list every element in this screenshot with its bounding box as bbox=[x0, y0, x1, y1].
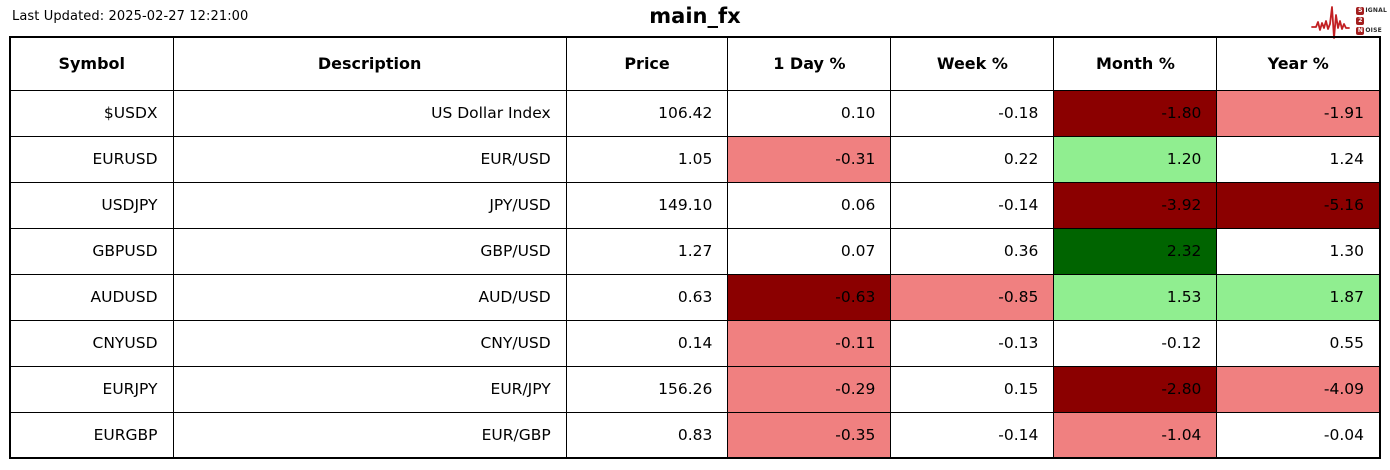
signal2noise-logo: S IGNAL 2 N OISE bbox=[1311, 1, 1387, 41]
cell-1day-pct: -0.35 bbox=[727, 411, 892, 459]
cell-1day-pct: -0.29 bbox=[727, 365, 892, 413]
column-header-symbol: Symbol bbox=[9, 36, 174, 91]
cell-year-pct: 1.30 bbox=[1216, 227, 1381, 275]
table-row: EURJPY EUR/JPY 156.26 -0.29 0.15 -2.80 -4.09 bbox=[9, 365, 1381, 413]
column-header-week: Week % bbox=[890, 36, 1055, 91]
table-row: $USDX US Dollar Index 106.42 0.10 -0.18 -1.80… bbox=[9, 89, 1381, 137]
cell-week-pct: -0.14 bbox=[890, 181, 1055, 229]
cell-month-pct: -1.80 bbox=[1053, 89, 1218, 137]
last-updated-timestamp: Last Updated: 2025-02-27 12:21:00 bbox=[12, 9, 249, 24]
cell-symbol: EURGBP bbox=[9, 411, 174, 459]
cell-year-pct: -0.04 bbox=[1216, 411, 1381, 459]
cell-price: 149.10 bbox=[565, 181, 729, 229]
cell-month-pct: -3.92 bbox=[1053, 181, 1218, 229]
table-row: GBPUSD GBP/USD 1.27 0.07 0.36 2.32 1.30 bbox=[9, 227, 1381, 275]
table-row: EURGBP EUR/GBP 0.83 -0.35 -0.14 -1.04 -0.04 bbox=[9, 411, 1381, 459]
cell-month-pct: 1.20 bbox=[1053, 135, 1218, 183]
cell-year-pct: -1.91 bbox=[1216, 89, 1381, 137]
cell-year-pct: 1.87 bbox=[1216, 273, 1381, 321]
logo-text-ignal: IGNAL bbox=[1365, 7, 1387, 14]
cell-month-pct: -2.80 bbox=[1053, 365, 1218, 413]
cell-week-pct: -0.18 bbox=[890, 89, 1055, 137]
table-row: AUDUSD AUD/USD 0.63 -0.63 -0.85 1.53 1.87 bbox=[9, 273, 1381, 321]
table-header-row: Symbol Description Price 1 Day % Week % … bbox=[9, 36, 1381, 91]
cell-1day-pct: 0.10 bbox=[727, 89, 892, 137]
cell-description: EUR/JPY bbox=[172, 365, 567, 413]
cell-price: 1.27 bbox=[565, 227, 729, 275]
cell-week-pct: 0.36 bbox=[890, 227, 1055, 275]
logo-letter-s: S bbox=[1356, 7, 1365, 15]
cell-month-pct: 2.32 bbox=[1053, 227, 1218, 275]
table-row: USDJPY JPY/USD 149.10 0.06 -0.14 -3.92 -5.16 bbox=[9, 181, 1381, 229]
cell-price: 0.14 bbox=[565, 319, 729, 367]
logo-text-oise: OISE bbox=[1365, 27, 1382, 34]
cell-year-pct: 0.55 bbox=[1216, 319, 1381, 367]
cell-symbol: EURJPY bbox=[9, 365, 174, 413]
cell-symbol: AUDUSD bbox=[9, 273, 174, 321]
cell-month-pct: 1.53 bbox=[1053, 273, 1218, 321]
cell-description: EUR/USD bbox=[172, 135, 567, 183]
logo-line-noise: N OISE bbox=[1356, 27, 1387, 36]
column-header-price: Price bbox=[565, 36, 729, 91]
cell-1day-pct: 0.07 bbox=[727, 227, 892, 275]
cell-symbol: USDJPY bbox=[9, 181, 174, 229]
logo-line-2: 2 bbox=[1356, 17, 1387, 26]
cell-year-pct: -5.16 bbox=[1216, 181, 1381, 229]
cell-month-pct: -0.12 bbox=[1053, 319, 1218, 367]
cell-description: GBP/USD bbox=[172, 227, 567, 275]
top-bar: Last Updated: 2025-02-27 12:21:00 main_f… bbox=[0, 0, 1390, 39]
table-row: EURUSD EUR/USD 1.05 -0.31 0.22 1.20 1.24 bbox=[9, 135, 1381, 183]
cell-symbol: CNYUSD bbox=[9, 319, 174, 367]
logo-digit-2: 2 bbox=[1356, 17, 1365, 25]
cell-description: AUD/USD bbox=[172, 273, 567, 321]
cell-price: 0.63 bbox=[565, 273, 729, 321]
cell-description: EUR/GBP bbox=[172, 411, 567, 459]
cell-week-pct: 0.15 bbox=[890, 365, 1055, 413]
cell-description: US Dollar Index bbox=[172, 89, 567, 137]
cell-month-pct: -1.04 bbox=[1053, 411, 1218, 459]
cell-1day-pct: -0.11 bbox=[727, 319, 892, 367]
cell-price: 1.05 bbox=[565, 135, 729, 183]
cell-price: 156.26 bbox=[565, 365, 729, 413]
column-header-month: Month % bbox=[1053, 36, 1218, 91]
column-header-1day: 1 Day % bbox=[727, 36, 892, 91]
cell-1day-pct: 0.06 bbox=[727, 181, 892, 229]
cell-price: 0.83 bbox=[565, 411, 729, 459]
cell-description: CNY/USD bbox=[172, 319, 567, 367]
cell-week-pct: -0.13 bbox=[890, 319, 1055, 367]
waveform-icon bbox=[1311, 1, 1355, 41]
table-row: CNYUSD CNY/USD 0.14 -0.11 -0.13 -0.12 0.55 bbox=[9, 319, 1381, 367]
cell-symbol: GBPUSD bbox=[9, 227, 174, 275]
cell-week-pct: -0.85 bbox=[890, 273, 1055, 321]
fx-table: Symbol Description Price 1 Day % Week % … bbox=[9, 36, 1381, 459]
logo-text: S IGNAL 2 N OISE bbox=[1356, 7, 1387, 36]
logo-line-signal: S IGNAL bbox=[1356, 7, 1387, 16]
cell-description: JPY/USD bbox=[172, 181, 567, 229]
logo-letter-n: N bbox=[1356, 27, 1365, 35]
cell-1day-pct: -0.31 bbox=[727, 135, 892, 183]
page-title: main_fx bbox=[649, 4, 741, 28]
cell-year-pct: 1.24 bbox=[1216, 135, 1381, 183]
column-header-year: Year % bbox=[1216, 36, 1381, 91]
cell-symbol: $USDX bbox=[9, 89, 174, 137]
cell-year-pct: -4.09 bbox=[1216, 365, 1381, 413]
column-header-description: Description bbox=[172, 36, 567, 91]
cell-week-pct: -0.14 bbox=[890, 411, 1055, 459]
cell-1day-pct: -0.63 bbox=[727, 273, 892, 321]
cell-price: 106.42 bbox=[565, 89, 729, 137]
cell-symbol: EURUSD bbox=[9, 135, 174, 183]
fx-table-body: $USDX US Dollar Index 106.42 0.10 -0.18 -1.80… bbox=[9, 89, 1381, 459]
cell-week-pct: 0.22 bbox=[890, 135, 1055, 183]
